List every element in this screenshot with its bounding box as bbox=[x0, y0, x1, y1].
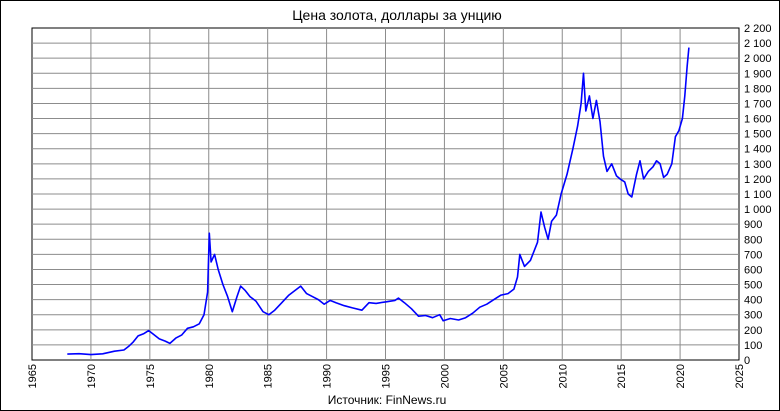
series-line-gold-price bbox=[67, 47, 690, 356]
y-tick-label: 2 100 bbox=[744, 38, 772, 50]
x-tick-label: 1990 bbox=[322, 364, 334, 388]
x-tick-label: 2020 bbox=[675, 364, 687, 388]
x-tick-label: 2010 bbox=[557, 364, 569, 388]
y-tick-label: 1 600 bbox=[744, 114, 772, 126]
y-tick-label: 1 300 bbox=[744, 159, 772, 171]
y-tick-label: 800 bbox=[744, 234, 762, 246]
y-tick-label: 500 bbox=[744, 280, 762, 292]
y-tick-label: 1 500 bbox=[744, 129, 772, 141]
y-tick-label: 2 200 bbox=[744, 23, 772, 35]
x-tick-label: 1970 bbox=[86, 364, 98, 388]
x-tick-label: 2025 bbox=[734, 364, 746, 388]
y-tick-label: 600 bbox=[744, 264, 762, 276]
x-tick-label: 1995 bbox=[381, 364, 393, 388]
y-tick-label: 300 bbox=[744, 310, 762, 322]
x-tick-label: 1980 bbox=[204, 364, 216, 388]
y-tick-label: 1 400 bbox=[744, 144, 772, 156]
horizontal-gridlines bbox=[32, 42, 739, 346]
x-tick-label: 1965 bbox=[27, 364, 39, 388]
x-tick-label: 1975 bbox=[145, 364, 157, 388]
x-axis-tick-labels: 1965 1970 1975 1980 1985 1990 1995 2000 2005 2010… bbox=[27, 364, 746, 388]
y-tick-label: 400 bbox=[744, 295, 762, 307]
y-tick-label: 900 bbox=[744, 219, 762, 231]
y-axis-tick-labels: 0 100 200 300 400 500 600 700 800 900 1 000 1 100 1 … bbox=[744, 23, 772, 367]
x-tick-label: 1985 bbox=[263, 364, 275, 388]
chart-title: Цена золота, доллары за унцию bbox=[292, 7, 502, 23]
y-tick-label: 1 900 bbox=[744, 68, 772, 80]
y-tick-label: 700 bbox=[744, 249, 762, 261]
y-tick-label: 2 000 bbox=[744, 53, 772, 65]
y-tick-label: 1 700 bbox=[744, 98, 772, 110]
x-tick-label: 2015 bbox=[616, 364, 628, 388]
y-tick-label: 1 800 bbox=[744, 83, 772, 95]
x-tick-label: 2000 bbox=[439, 364, 451, 388]
y-tick-label: 200 bbox=[744, 325, 762, 337]
y-tick-label: 1 000 bbox=[744, 204, 772, 216]
x-tick-label: 2005 bbox=[498, 364, 510, 388]
y-tick-label: 100 bbox=[744, 340, 762, 352]
y-tick-label: 1 200 bbox=[744, 174, 772, 186]
y-tick-label: 0 bbox=[744, 355, 750, 367]
y-tick-label: 1 100 bbox=[744, 189, 772, 201]
source-note: Источник: FinNews.ru bbox=[328, 393, 447, 407]
